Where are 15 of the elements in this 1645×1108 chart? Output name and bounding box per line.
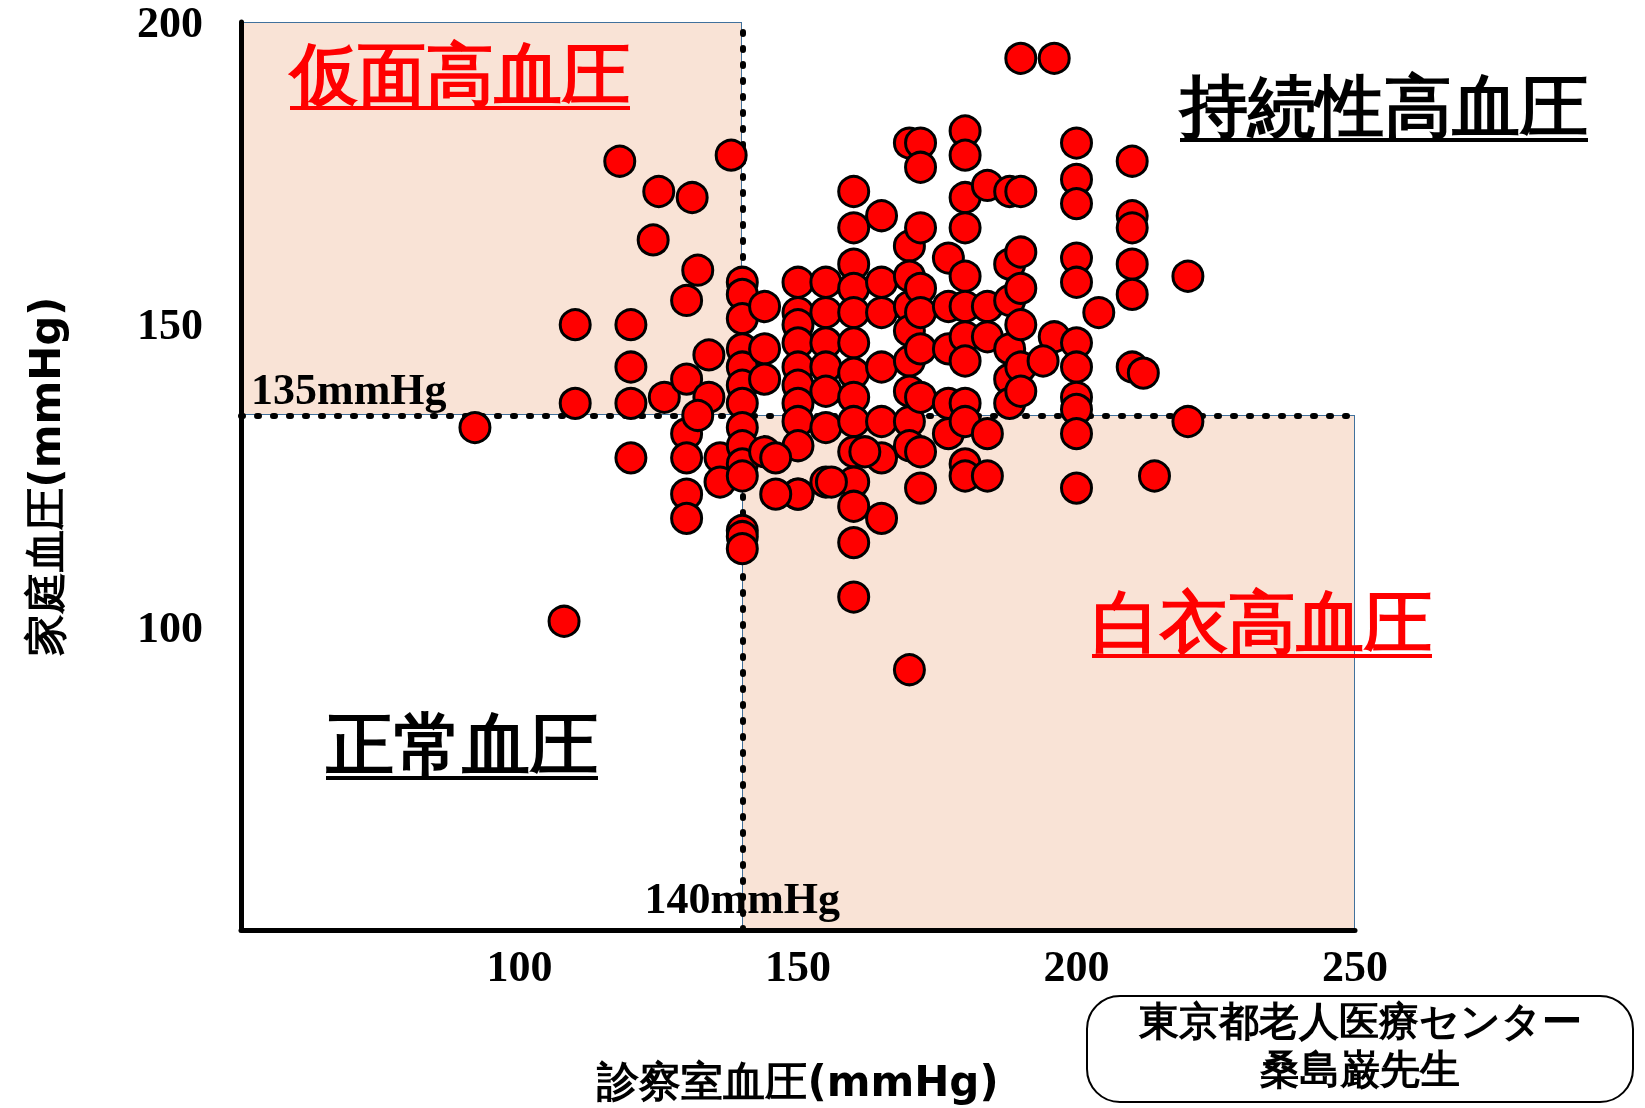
annotation: 正常血圧	[326, 704, 598, 786]
y-tick-label: 150	[137, 300, 203, 350]
x-axis-title: 診察室血圧(mmHg)	[596, 1056, 999, 1106]
y-tick-label: 100	[137, 602, 203, 652]
annotation: 仮面高血圧	[290, 34, 630, 116]
x-tick-label: 150	[765, 941, 831, 991]
text: 桑島巌先生	[1259, 1045, 1461, 1093]
x-tick-label: 100	[486, 941, 553, 991]
ref-line-label: 135mmHg	[251, 364, 447, 414]
x-tick-label: 250	[1322, 941, 1388, 991]
x-tick-label: 200	[1043, 941, 1110, 991]
y-axis-title: 家庭血圧(mmHg)	[20, 296, 70, 656]
y-tick-label: 200	[137, 0, 203, 47]
text: 東京都老人医療センター	[1137, 997, 1583, 1045]
annotation: 持続性高血圧	[1180, 66, 1588, 148]
